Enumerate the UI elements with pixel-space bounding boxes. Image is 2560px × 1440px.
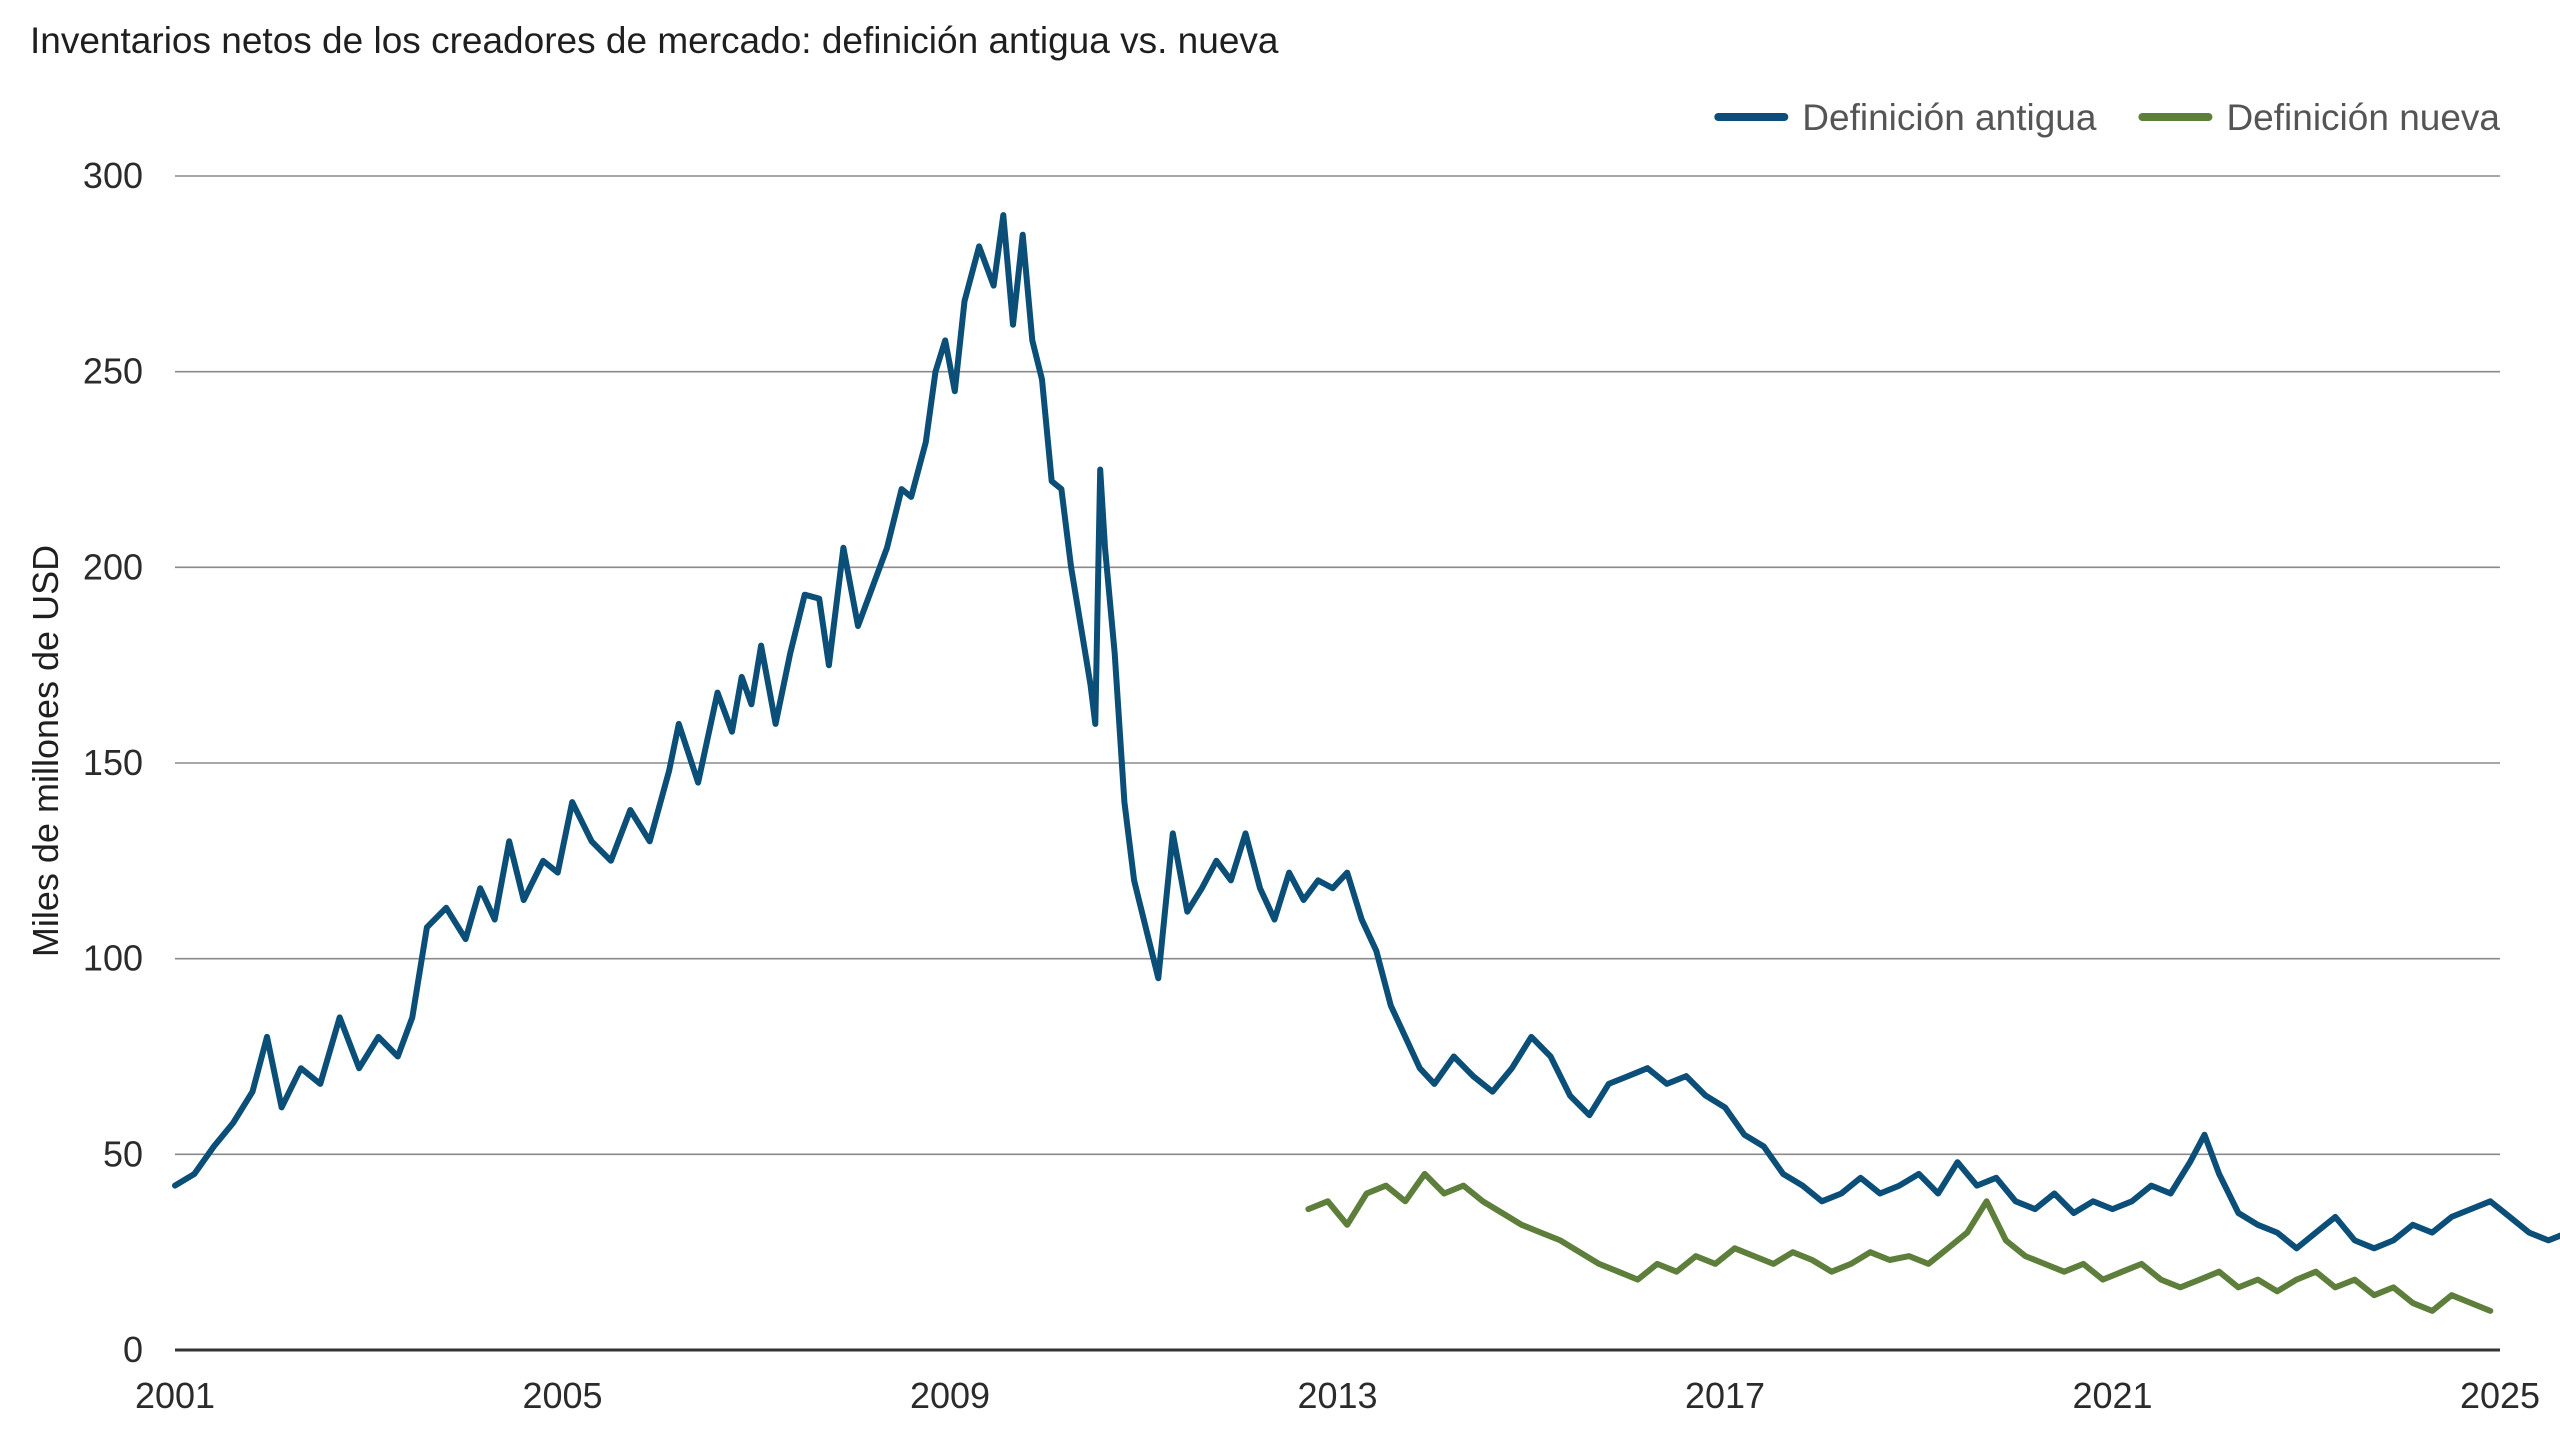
y-tick-label: 250 <box>83 351 143 392</box>
x-tick-label: 2005 <box>522 1375 602 1416</box>
y-tick-label: 0 <box>123 1329 143 1370</box>
x-tick-label: 2013 <box>1297 1375 1377 1416</box>
x-tick-label: 2017 <box>1685 1375 1765 1416</box>
y-tick-label: 150 <box>83 742 143 783</box>
chart-title: Inventarios netos de los creadores de me… <box>30 20 1279 61</box>
x-tick-label: 2021 <box>2072 1375 2152 1416</box>
y-tick-label: 200 <box>83 546 143 587</box>
y-tick-label: 50 <box>103 1133 143 1174</box>
legend-label: Definición antigua <box>1802 97 2097 138</box>
x-tick-label: 2025 <box>2460 1375 2540 1416</box>
y-tick-label: 300 <box>83 155 143 196</box>
y-tick-label: 100 <box>83 938 143 979</box>
series-line-0 <box>172 212 2560 1252</box>
legend-label: Definición nueva <box>2226 97 2500 138</box>
x-tick-label: 2001 <box>135 1375 215 1416</box>
y-axis-title: Miles de millones de USD <box>25 545 66 957</box>
series-line-1 <box>1305 1170 2494 1314</box>
x-tick-label: 2009 <box>910 1375 990 1416</box>
